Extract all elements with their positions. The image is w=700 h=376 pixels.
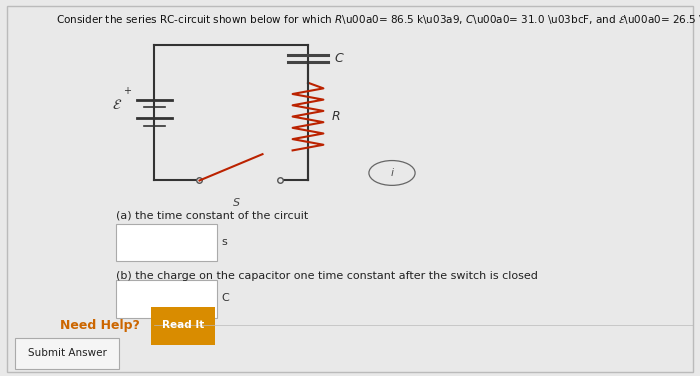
Text: R: R xyxy=(332,110,340,123)
Text: i: i xyxy=(391,168,393,178)
Bar xyxy=(150,307,215,345)
Text: (b) the charge on the capacitor one time constant after the switch is closed: (b) the charge on the capacitor one time… xyxy=(116,271,538,281)
Text: C: C xyxy=(221,293,229,303)
Bar xyxy=(116,224,217,261)
Text: Read It: Read It xyxy=(162,320,204,330)
Text: $\mathcal{E}$: $\mathcal{E}$ xyxy=(113,97,122,112)
Text: Need Help?: Need Help? xyxy=(60,319,139,332)
Text: C: C xyxy=(335,52,344,65)
Text: +: + xyxy=(123,86,132,96)
Text: Consider the series RC-circuit shown below for which $R$\u00a0= 86.5 k\u03a9, $C: Consider the series RC-circuit shown bel… xyxy=(56,13,700,27)
Bar xyxy=(15,338,119,369)
Text: S: S xyxy=(232,198,240,208)
Bar xyxy=(116,280,217,318)
Text: Submit Answer: Submit Answer xyxy=(28,349,106,358)
Text: s: s xyxy=(221,237,227,247)
Text: (a) the time constant of the circuit: (a) the time constant of the circuit xyxy=(116,211,308,221)
